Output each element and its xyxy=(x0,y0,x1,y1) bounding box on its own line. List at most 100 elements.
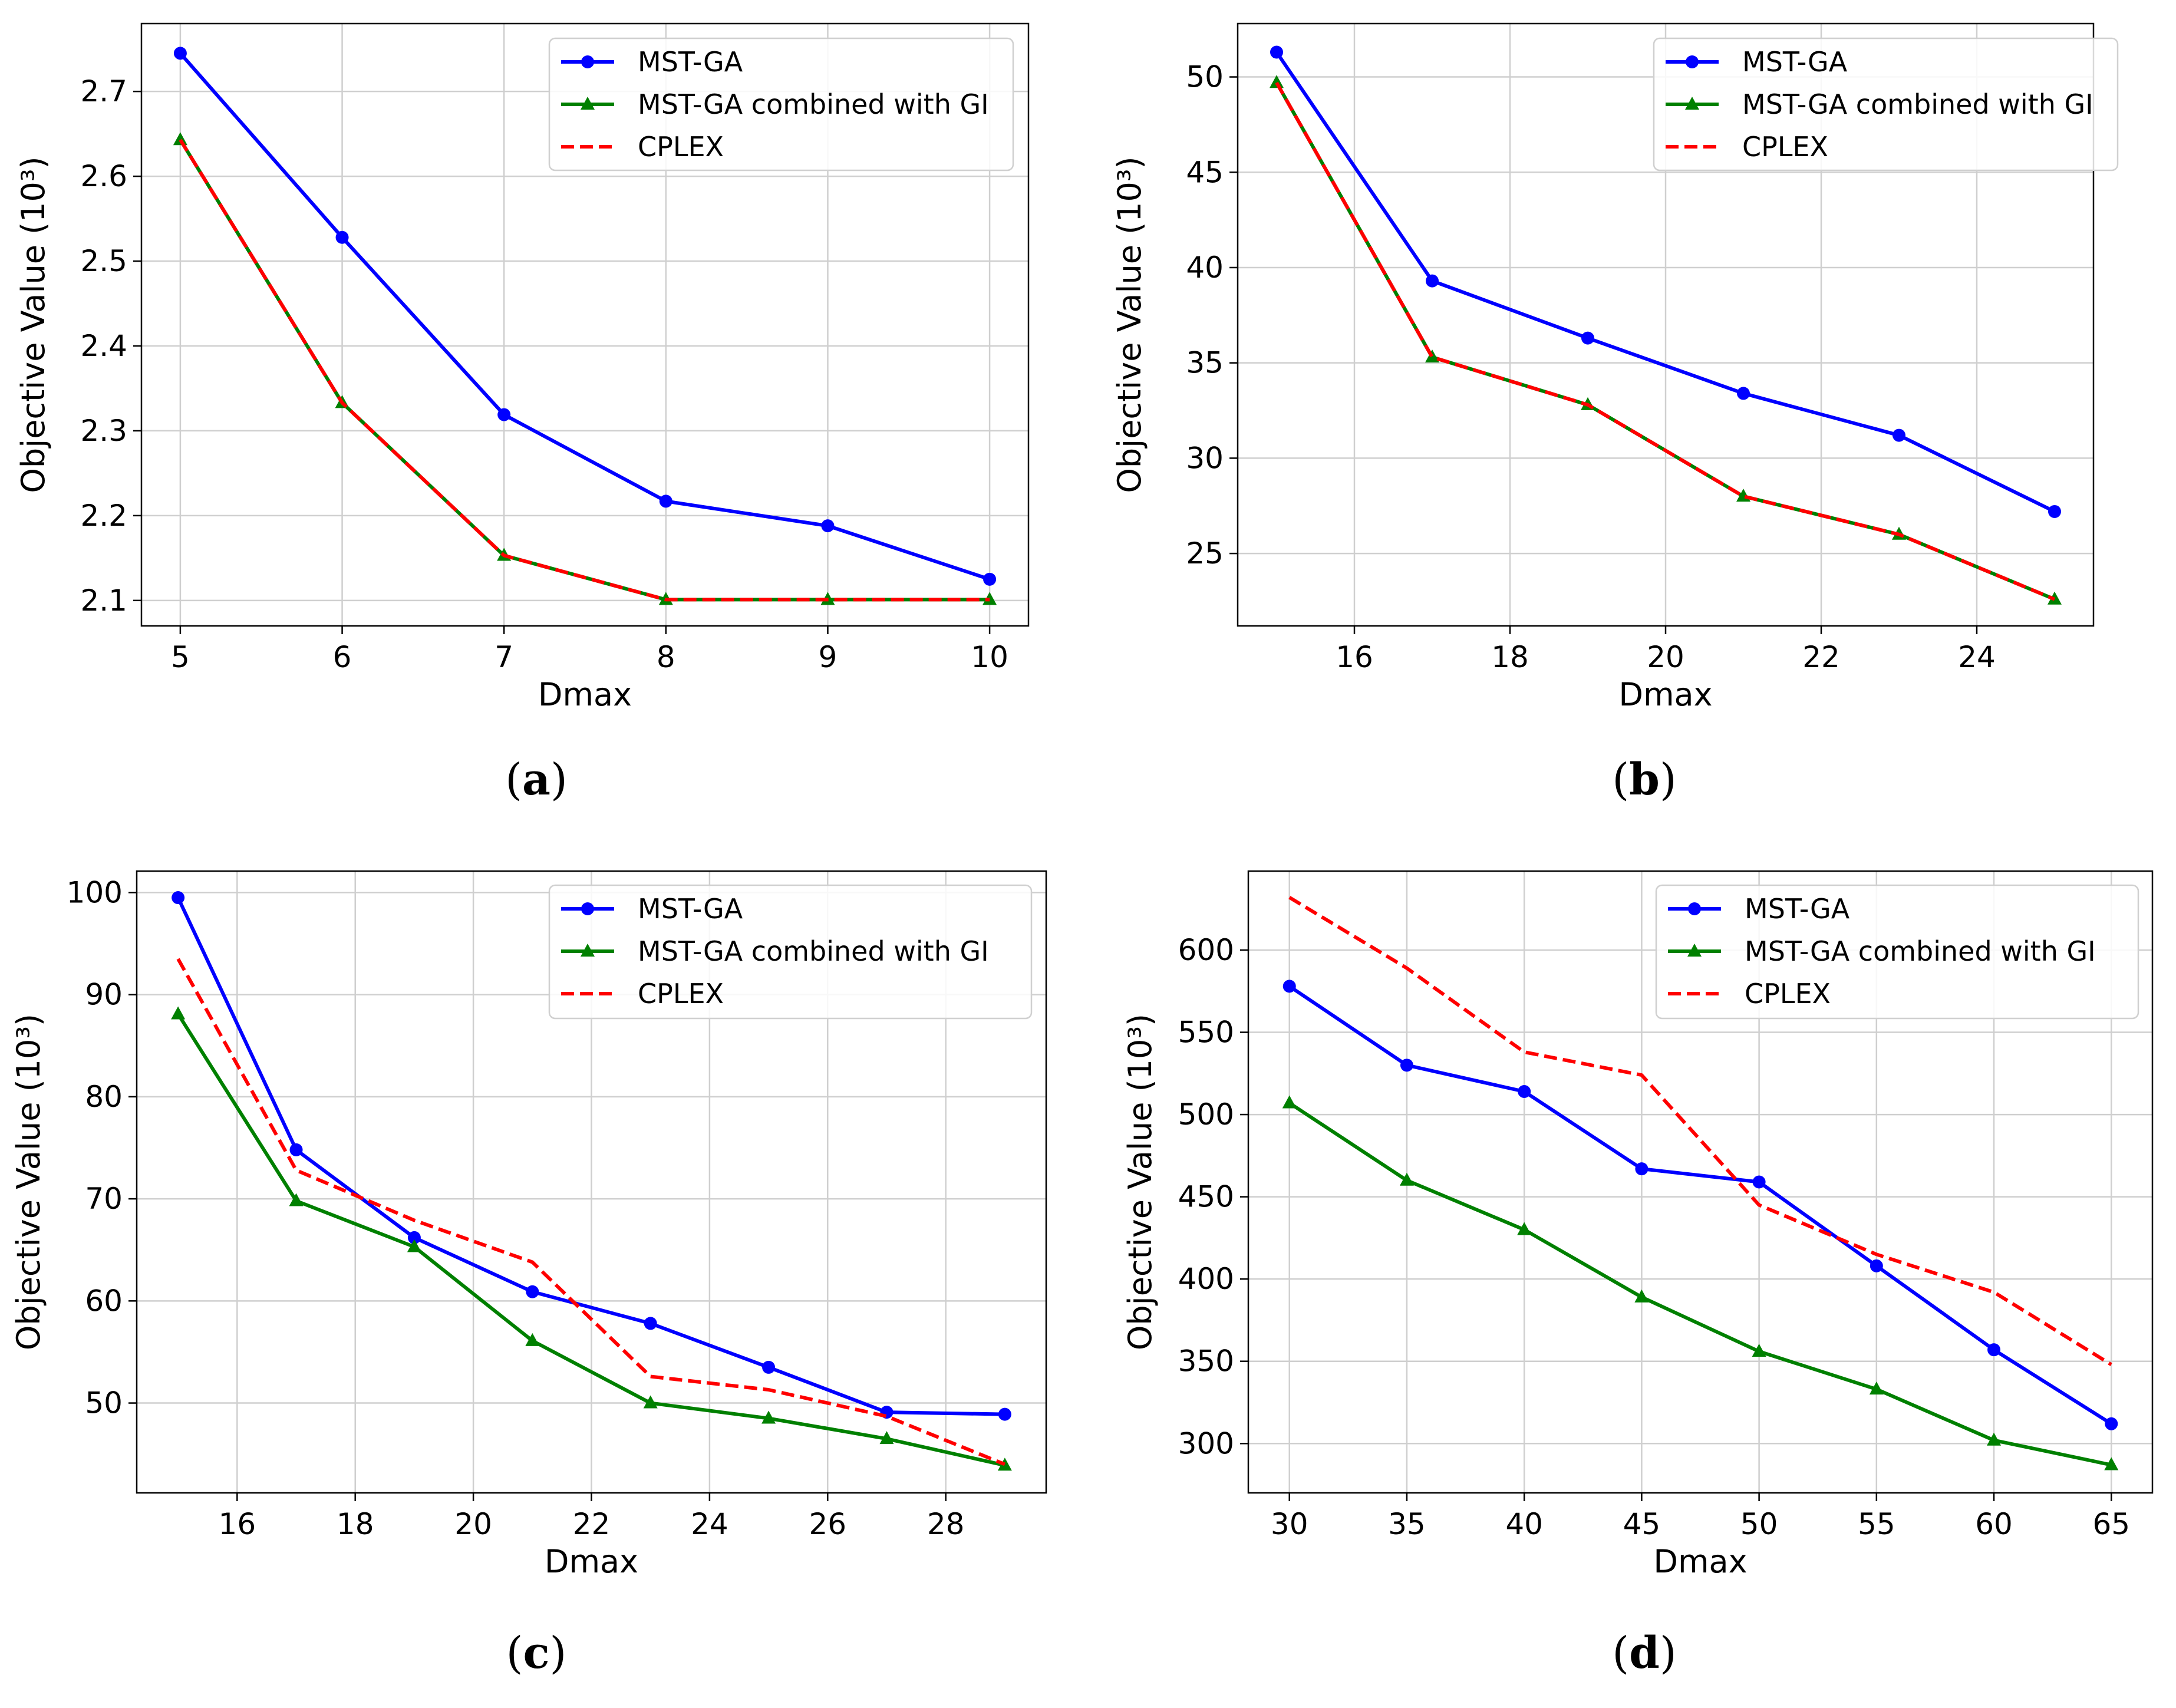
caption-open-paren: ( xyxy=(1612,1628,1629,1679)
data-point-mst-ga xyxy=(2048,505,2061,518)
data-point-mst-ga xyxy=(1752,1175,1766,1189)
x-tick-label: 6 xyxy=(333,640,352,674)
data-point-mst-ga xyxy=(1270,45,1283,59)
data-point-mst-ga xyxy=(762,1360,776,1374)
data-point-mst-ga xyxy=(289,1143,303,1156)
data-point-mst-ga-gi xyxy=(1282,1095,1297,1109)
caption-letter: a xyxy=(522,754,550,805)
legend-label-cplex: CPLEX xyxy=(638,131,724,163)
legend-label-mst-ga: MST-GA xyxy=(638,46,743,78)
x-tick-label: 16 xyxy=(219,1507,256,1541)
y-tick-label: 60 xyxy=(85,1284,123,1318)
panel-caption: (d) xyxy=(1612,1628,1677,1679)
y-tick-label: 550 xyxy=(1178,1015,1234,1050)
y-tick-label: 2.4 xyxy=(80,329,127,363)
data-point-mst-ga xyxy=(497,408,511,421)
x-tick-label: 26 xyxy=(809,1507,846,1541)
y-tick-label: 40 xyxy=(1186,250,1224,285)
y-tick-label: 400 xyxy=(1178,1262,1234,1296)
x-tick-label: 10 xyxy=(971,640,1008,674)
x-tick-label: 28 xyxy=(927,1507,965,1541)
y-tick-label: 30 xyxy=(1186,441,1224,475)
x-axis-label: Dmax xyxy=(1618,676,1712,713)
legend-label-cplex: CPLEX xyxy=(1745,978,1831,1010)
caption-close-paren: ) xyxy=(550,1628,567,1679)
data-point-mst-ga xyxy=(644,1317,657,1330)
data-point-mst-ga xyxy=(1737,387,1750,400)
x-axis-label: Dmax xyxy=(1653,1543,1747,1580)
x-tick-label: 7 xyxy=(494,640,513,674)
data-point-mst-ga xyxy=(1635,1162,1649,1176)
legend-label-mst-ga-gi: MST-GA combined with GI xyxy=(638,935,989,967)
panel-caption: (c) xyxy=(506,1628,567,1679)
series-line-mst-ga xyxy=(1275,51,2056,513)
data-point-mst-ga xyxy=(2105,1417,2118,1430)
legend-marker-mst-ga xyxy=(1688,902,1701,915)
y-tick-label: 500 xyxy=(1178,1097,1234,1132)
caption-open-paren: ( xyxy=(1612,754,1629,805)
data-point-mst-ga-gi xyxy=(643,1395,658,1409)
legend-label-mst-ga-gi: MST-GA combined with GI xyxy=(1745,935,2096,967)
y-tick-label: 90 xyxy=(85,978,123,1012)
y-tick-label: 2.1 xyxy=(80,583,127,618)
data-point-mst-ga xyxy=(998,1407,1011,1421)
y-tick-label: 2.7 xyxy=(80,74,127,108)
series-line-cplex xyxy=(1275,81,2056,601)
y-axis-label: Objective Value (10³) xyxy=(1111,156,1148,493)
x-tick-label: 18 xyxy=(337,1507,374,1541)
y-tick-label: 350 xyxy=(1178,1344,1234,1379)
x-tick-label: 35 xyxy=(1388,1507,1426,1541)
data-point-mst-ga-gi xyxy=(761,1410,776,1424)
legend-box xyxy=(1655,884,2139,1020)
x-tick-label: 9 xyxy=(819,640,838,674)
x-tick-label: 30 xyxy=(1271,1507,1308,1541)
data-point-mst-ga xyxy=(526,1285,539,1298)
series-line-cplex xyxy=(1288,896,2112,1366)
x-axis-label: Dmax xyxy=(538,676,632,713)
series-line-mst-ga xyxy=(179,52,991,581)
caption-close-paren: ) xyxy=(1660,754,1677,805)
caption-open-paren: ( xyxy=(506,1628,523,1679)
x-tick-label: 5 xyxy=(171,640,190,674)
data-point-mst-ga-gi xyxy=(1869,1381,1884,1395)
y-tick-label: 70 xyxy=(85,1182,123,1216)
x-tick-label: 20 xyxy=(454,1507,492,1541)
series-line-mst-ga xyxy=(1288,984,2112,1426)
legend: MST-GA MST-GA combined with GI CPLEX xyxy=(1655,884,2139,1020)
data-point-mst-ga xyxy=(1987,1343,2001,1357)
data-point-mst-ga-gi xyxy=(1270,75,1284,88)
legend-label-mst-ga: MST-GA xyxy=(1742,46,1848,78)
y-axis-label: Objective Value (10³) xyxy=(15,156,52,493)
y-axis-label: Objective Value (10³) xyxy=(10,1014,47,1350)
x-tick-label: 16 xyxy=(1336,640,1373,674)
legend-marker-mst-ga-gi xyxy=(581,944,595,957)
y-tick-label: 2.3 xyxy=(80,414,127,448)
legend-label-mst-ga: MST-GA xyxy=(1745,893,1850,925)
legend-marker-mst-ga-gi xyxy=(1687,944,1702,957)
data-point-mst-ga xyxy=(1400,1059,1413,1072)
data-point-mst-ga xyxy=(1518,1084,1531,1098)
data-point-mst-ga-gi xyxy=(289,1193,304,1206)
chart-panel-a: 5 6 7 8 9 10 2.1 2.2 2.3 2.4 2.5 2.6 2.7 Dmax Objectiv… xyxy=(15,22,1030,805)
caption-open-paren: ( xyxy=(505,754,522,805)
x-tick-label: 24 xyxy=(1958,640,1996,674)
legend-box xyxy=(548,37,1014,172)
x-tick-label: 8 xyxy=(657,640,675,674)
y-tick-label: 45 xyxy=(1186,155,1224,189)
data-point-mst-ga xyxy=(821,519,835,533)
chart-panel-b: 16 18 20 22 24 25 30 35 40 45 50 Dmax Objective Valu… xyxy=(1111,22,2119,805)
data-point-mst-ga xyxy=(1581,331,1594,345)
x-tick-label: 24 xyxy=(691,1507,728,1541)
data-point-mst-ga-gi xyxy=(1752,1343,1766,1357)
chart-panel-d: 30 35 40 45 50 55 60 65 300 350 400 450 500 550 600 Dma… xyxy=(1122,870,2154,1679)
legend: MST-GA MST-GA combined with GI CPLEX xyxy=(548,37,1014,172)
data-point-mst-ga-gi xyxy=(1517,1222,1532,1235)
series-line-cplex xyxy=(176,958,1005,1466)
legend-label-cplex: CPLEX xyxy=(638,978,724,1010)
panel-caption: (a) xyxy=(505,754,568,805)
data-point-mst-ga-gi xyxy=(173,132,187,146)
x-tick-label: 50 xyxy=(1740,1507,1778,1541)
legend-label-cplex: CPLEX xyxy=(1742,131,1828,163)
